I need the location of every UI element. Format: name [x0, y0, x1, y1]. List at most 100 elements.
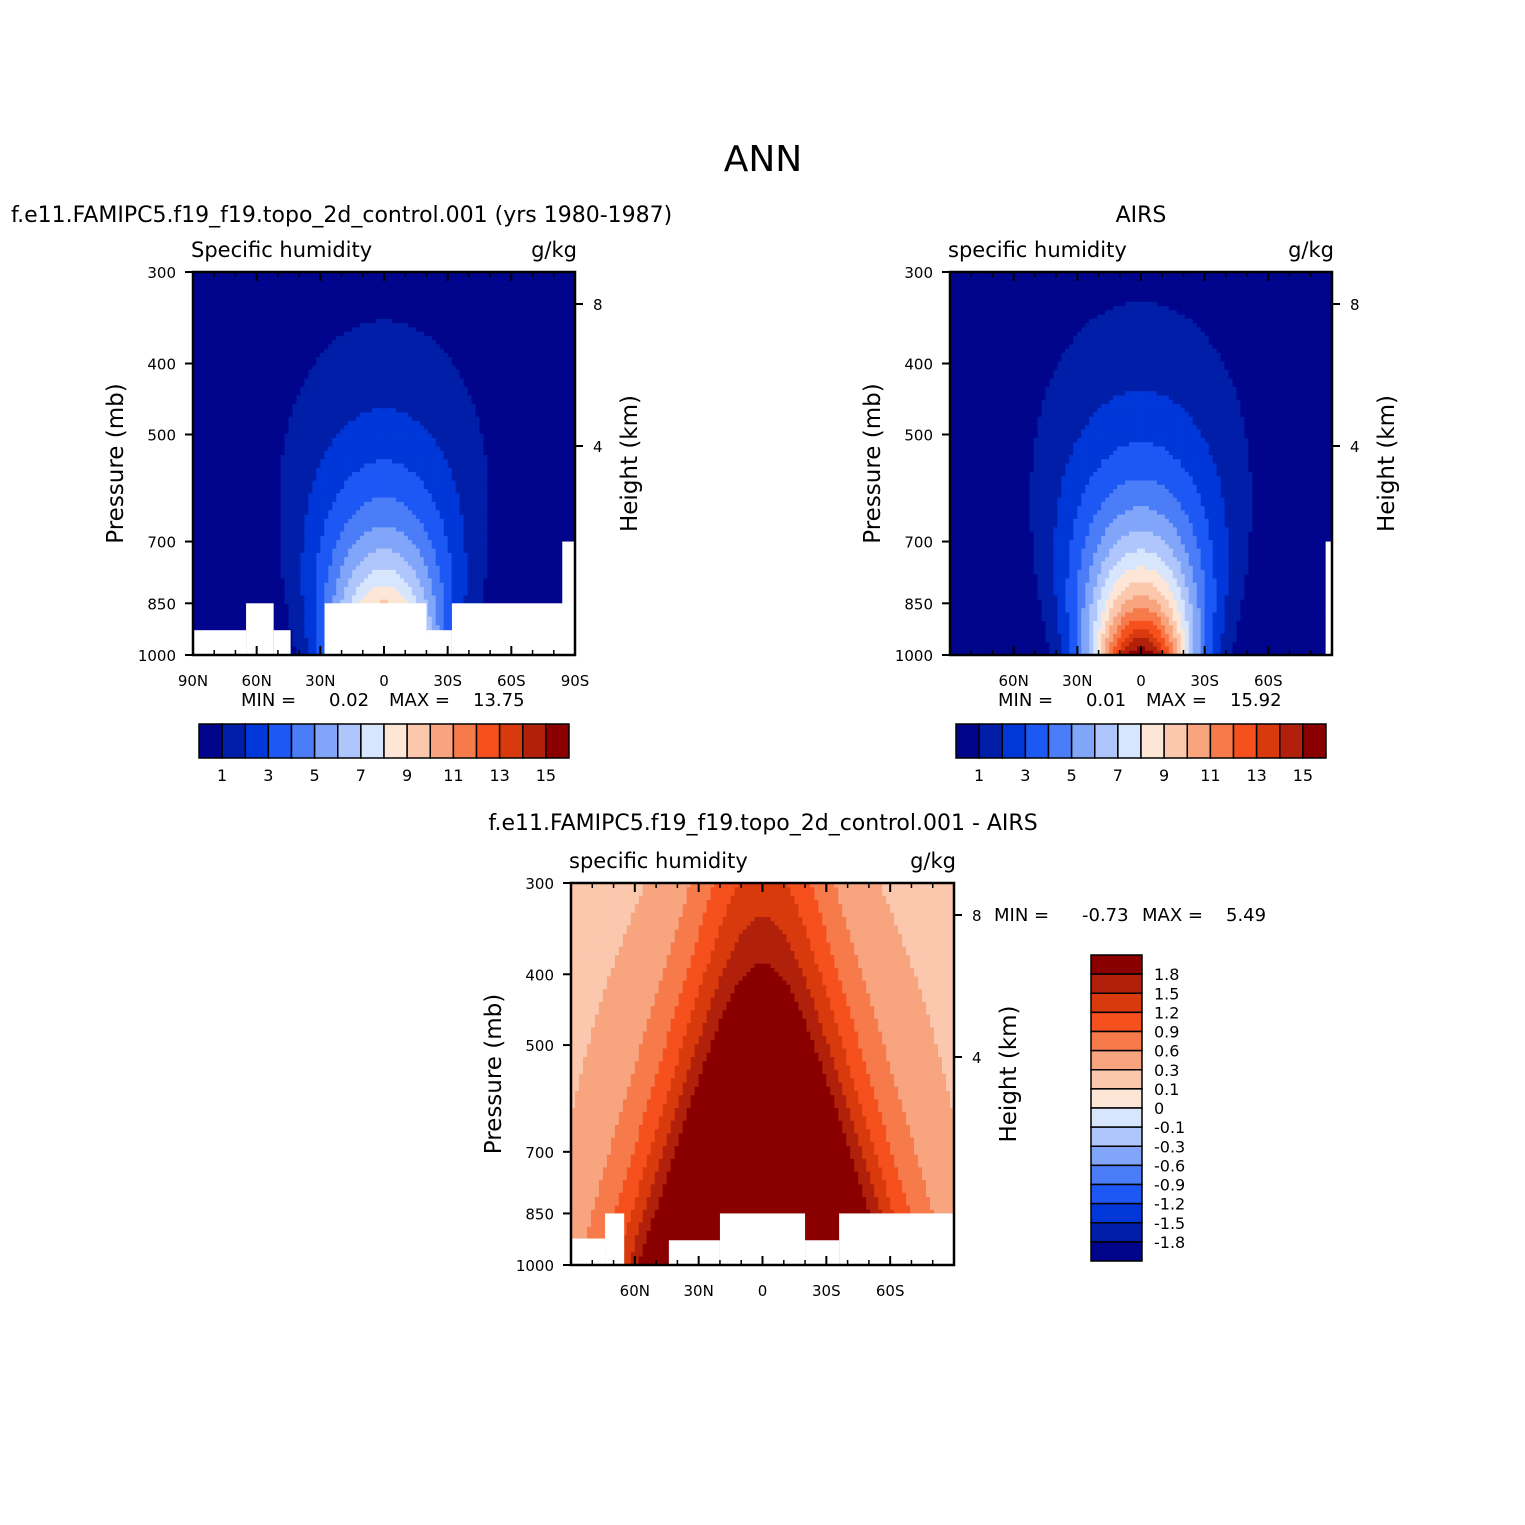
- field-cell: [276, 552, 282, 558]
- field-cell: [312, 450, 317, 456]
- field-cell: [376, 518, 381, 524]
- field-cell: [193, 531, 198, 537]
- field-cell: [316, 348, 321, 354]
- field-cell: [407, 340, 413, 345]
- field-cell: [196, 574, 202, 579]
- field-cell: [376, 497, 381, 503]
- field-cell: [220, 429, 226, 435]
- field-cell: [288, 318, 294, 324]
- field-cell: [276, 301, 282, 307]
- field-cell: [372, 382, 377, 388]
- field-cell: [340, 314, 345, 320]
- field-cell: [260, 293, 266, 299]
- field-cell: [391, 386, 397, 392]
- field-cell: [268, 548, 274, 554]
- field-cell: [280, 374, 286, 379]
- field-cell: [407, 574, 413, 579]
- field-cell: [407, 480, 413, 486]
- field-cell: [272, 369, 278, 375]
- field-cell: [368, 301, 373, 307]
- field-cell: [276, 284, 282, 290]
- field-cell: [300, 425, 306, 431]
- field-cell: [300, 625, 306, 631]
- field-cell: [256, 327, 262, 333]
- field-cell: [204, 476, 210, 482]
- field-cell: [332, 540, 337, 545]
- field-cell: [292, 616, 298, 622]
- field-cell: [407, 429, 413, 435]
- field-cell: [260, 386, 266, 392]
- field-cell: [284, 306, 290, 311]
- field-cell: [284, 352, 290, 358]
- field-cell: [196, 293, 202, 299]
- field-cell: [384, 565, 389, 571]
- field-cell: [368, 506, 373, 511]
- field-cell: [324, 578, 329, 584]
- field-cell: [332, 480, 337, 486]
- field-cell: [200, 603, 206, 609]
- field-cell: [403, 408, 409, 414]
- field-cell: [296, 382, 302, 388]
- field-cell: [368, 544, 373, 550]
- field-cell: [395, 420, 401, 426]
- field-cell: [288, 289, 294, 294]
- field-cell: [372, 506, 377, 511]
- field-cell: [336, 391, 341, 397]
- field-cell: [200, 306, 206, 311]
- field-cell: [391, 535, 397, 541]
- field-cell: [240, 437, 246, 443]
- field-cell: [264, 289, 270, 294]
- field-cell: [224, 318, 230, 324]
- field-cell: [256, 591, 262, 597]
- field-cell: [284, 395, 290, 401]
- field-cell: [236, 276, 242, 282]
- field-cell: [252, 454, 258, 460]
- field-cell: [403, 574, 409, 579]
- field-cell: [340, 403, 345, 409]
- field-cell: [220, 489, 226, 494]
- field-cell: [399, 306, 405, 311]
- field-cell: [391, 314, 397, 320]
- field-cell: [288, 591, 294, 597]
- field-cell: [288, 280, 294, 286]
- field-cell: [395, 289, 401, 294]
- field-cell: [312, 416, 317, 422]
- field-cell: [376, 523, 381, 528]
- field-cell: [348, 446, 353, 452]
- field-cell: [352, 472, 357, 477]
- field-cell: [328, 403, 333, 409]
- field-cell: [332, 323, 337, 328]
- field-cell: [280, 557, 286, 562]
- field-cell: [316, 391, 321, 397]
- field-cell: [236, 382, 242, 388]
- field-cell: [387, 327, 393, 333]
- field-cell: [220, 480, 226, 486]
- field-cell: [360, 493, 365, 499]
- field-cell: [196, 582, 202, 588]
- field-cell: [244, 454, 250, 460]
- field-cell: [320, 433, 325, 439]
- field-cell: [352, 565, 357, 571]
- field-cell: [391, 378, 397, 384]
- field-cell: [208, 510, 214, 516]
- field-cell: [193, 340, 198, 345]
- field-cell: [292, 276, 298, 282]
- field-cell: [360, 429, 365, 435]
- field-cell: [380, 531, 385, 537]
- field-cell: [220, 284, 226, 290]
- field-cell: [364, 314, 369, 320]
- field-cell: [364, 369, 369, 375]
- field-cell: [224, 591, 230, 597]
- field-cell: [208, 514, 214, 520]
- field-cell: [244, 501, 250, 507]
- field-cell: [256, 399, 262, 405]
- field-cell: [308, 437, 313, 443]
- field-cell: [193, 620, 198, 626]
- field-cell: [380, 378, 385, 384]
- field-cell: [399, 314, 405, 320]
- field-cell: [376, 416, 381, 422]
- field-cell: [399, 420, 405, 426]
- field-cell: [304, 637, 309, 643]
- field-cell: [256, 595, 262, 601]
- field-cell: [384, 489, 389, 494]
